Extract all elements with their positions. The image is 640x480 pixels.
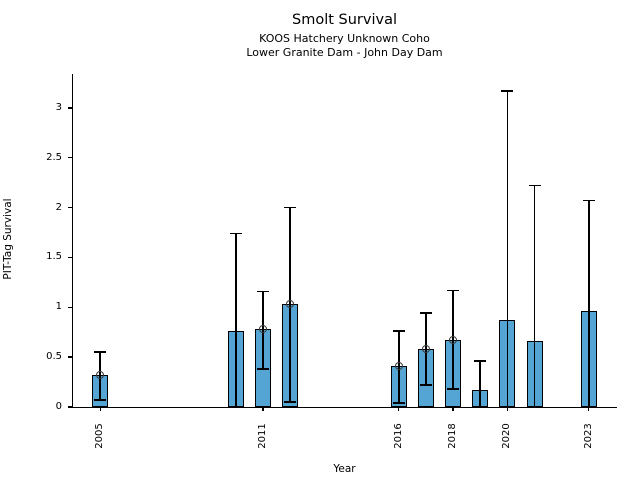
error-cap-top — [474, 360, 487, 362]
x-axis-spine — [72, 406, 617, 408]
error-bar — [588, 200, 590, 407]
x-tick — [99, 407, 101, 411]
chart-title: Smolt Survival — [292, 12, 397, 28]
point-marker — [286, 300, 295, 309]
error-cap-top — [447, 289, 460, 292]
y-tick — [68, 256, 72, 259]
point-marker — [259, 325, 268, 334]
chart-subtitle-line1: KOOS Hatchery Unknown Coho — [259, 32, 430, 45]
y-tick — [68, 157, 72, 159]
error-cap-top — [419, 312, 432, 315]
y-axis-label: PIT-Tag Survival — [2, 198, 14, 280]
error-cap-top — [501, 90, 514, 92]
error-bar — [506, 90, 509, 407]
error-cap-bottom — [284, 401, 297, 403]
y-tick-label: 3 — [55, 101, 62, 113]
x-tick-label: 2020 — [501, 423, 513, 449]
error-cap-top — [528, 184, 541, 187]
error-cap-bottom — [582, 406, 595, 408]
error-cap-bottom — [528, 406, 541, 408]
error-cap-bottom — [392, 402, 405, 404]
y-axis-spine — [72, 74, 74, 408]
error-cap-top — [257, 290, 270, 293]
error-bar — [533, 185, 536, 407]
y-tick — [68, 406, 72, 408]
x-tick — [398, 407, 400, 411]
error-cap-bottom — [257, 368, 270, 370]
y-tick-label: 2 — [55, 201, 62, 213]
point-marker — [421, 345, 430, 354]
y-tick — [68, 306, 72, 308]
point-marker — [394, 362, 403, 371]
y-tick — [68, 107, 72, 109]
x-tick-label: 2005 — [94, 423, 106, 449]
x-tick — [452, 407, 454, 411]
y-tick-label: 1 — [55, 301, 62, 313]
x-tick-label: 2023 — [582, 423, 594, 449]
error-cap-top — [392, 330, 405, 333]
x-tick — [506, 407, 509, 411]
x-tick — [588, 407, 590, 411]
error-cap-bottom — [229, 406, 242, 408]
error-cap-bottom — [501, 406, 514, 408]
error-cap-bottom — [94, 399, 107, 401]
x-tick — [262, 407, 264, 411]
error-bar — [235, 233, 237, 407]
error-cap-bottom — [419, 384, 432, 386]
x-axis-label: Year — [333, 463, 356, 475]
y-tick-label: 0.5 — [46, 351, 62, 363]
error-cap-bottom — [474, 406, 487, 408]
x-tick-label: 2016 — [392, 423, 404, 449]
x-tick-label: 2011 — [257, 423, 269, 449]
y-tick — [68, 206, 72, 209]
error-cap-top — [229, 232, 242, 235]
error-cap-top — [582, 199, 595, 202]
y-tick-label: 2.5 — [46, 151, 62, 163]
y-tick-label: 0 — [55, 401, 62, 412]
chart-subtitle-line2: Lower Granite Dam - John Day Dam — [246, 46, 443, 59]
y-tick — [68, 356, 72, 358]
x-tick-label: 2018 — [447, 423, 459, 449]
error-cap-top — [94, 351, 107, 353]
y-tick-label: 1.5 — [46, 251, 62, 263]
point-marker — [449, 336, 458, 345]
error-cap-top — [284, 206, 297, 209]
error-cap-bottom — [447, 388, 460, 390]
error-bar — [479, 361, 482, 407]
point-marker — [96, 371, 105, 380]
